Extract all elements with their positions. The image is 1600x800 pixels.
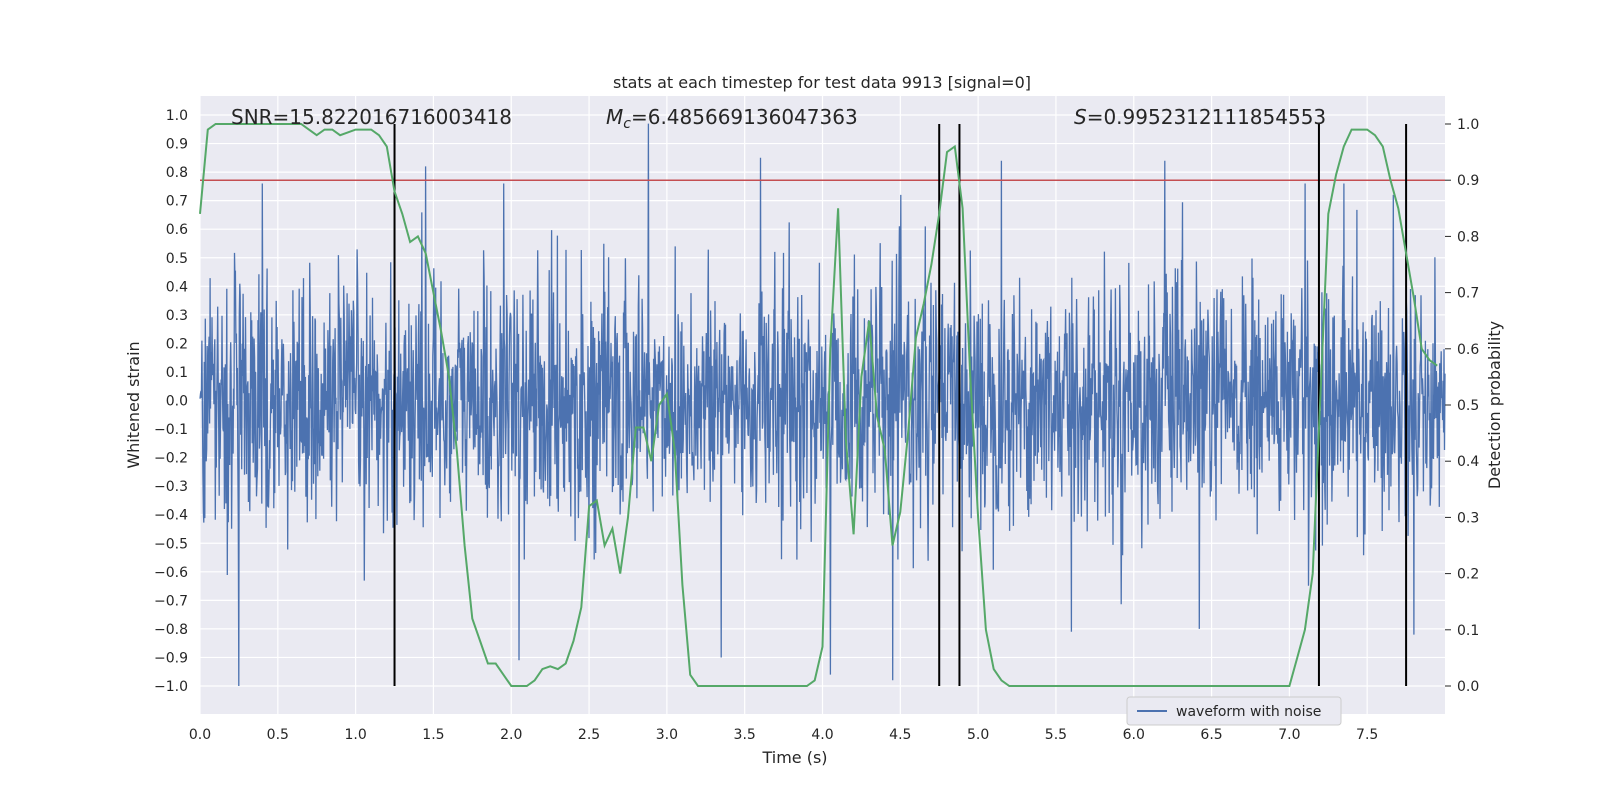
left-y-tick-label: −0.2 [154, 451, 188, 467]
mc-annotation: Mc=6.485669136047363 [606, 105, 858, 132]
x-tick-label: 6.0 [1123, 727, 1145, 743]
left-y-axis-label: Whitened strain [124, 341, 143, 468]
x-tick-label: 1.5 [422, 727, 444, 743]
x-tick-label: 7.5 [1356, 727, 1378, 743]
x-tick-label: 0.5 [267, 727, 289, 743]
left-y-tick-label: 0.6 [166, 222, 188, 238]
s-value: =0.9952312111854553 [1087, 105, 1326, 129]
right-y-axis-ticks: 1.0 0.9 0.8 0.7 0.6 0.5 0.4 0.3 0.2 0.1 0.0 [1445, 117, 1479, 695]
right-y-tick-label: 0.1 [1457, 623, 1479, 639]
right-y-tick-label: 0.2 [1457, 567, 1479, 583]
probability-line [199, 123, 1438, 687]
left-y-axis-ticks: 1.0 0.9 0.8 0.7 0.6 0.5 0.4 0.3 0.2 0.1 0.0 −0.1 −0.… [154, 108, 188, 695]
legend: waveform with noise [1126, 696, 1342, 726]
right-y-tick-label: 0.3 [1457, 510, 1479, 526]
x-tick-label: 4.5 [889, 727, 911, 743]
x-tick-label: 1.0 [344, 727, 366, 743]
chart-title: stats at each timestep for test data 991… [613, 73, 1031, 92]
right-y-tick-label: 0.7 [1457, 286, 1479, 302]
left-y-tick-label: −0.5 [154, 536, 188, 552]
x-axis-ticks: 0.0 0.5 1.0 1.5 2.0 2.5 3.0 3.5 4.0 4.5 5.0 5.5 6.0 6… [189, 727, 1378, 743]
right-y-tick-label: 0.9 [1457, 173, 1479, 189]
right-y-tick-label: 0.4 [1457, 454, 1479, 470]
left-y-tick-label: −0.7 [154, 593, 188, 609]
mc-symbol: M [606, 105, 623, 129]
left-y-tick-label: −0.9 [154, 650, 188, 666]
x-tick-label: 5.5 [1045, 727, 1067, 743]
x-tick-label: 2.5 [578, 727, 600, 743]
probability-series [199, 123, 1438, 687]
left-y-tick-label: −0.4 [154, 508, 188, 524]
legend-entry: waveform with noise [1176, 704, 1321, 720]
s-annotation: S=0.9952312111854553 [1074, 105, 1326, 129]
right-y-tick-label: 0.8 [1457, 229, 1479, 245]
left-y-tick-label: −1.0 [154, 679, 188, 695]
left-y-tick-label: 0.9 [166, 137, 188, 153]
right-y-axis-label: Detection probability [1485, 321, 1504, 489]
left-y-tick-label: 0.3 [166, 308, 188, 324]
left-y-tick-label: −0.1 [154, 422, 188, 438]
left-y-tick-label: 0.4 [166, 279, 188, 295]
waveform-line [199, 123, 1446, 687]
left-y-tick-label: 0.8 [166, 165, 188, 181]
x-tick-label: 6.5 [1200, 727, 1222, 743]
right-y-tick-label: 0.5 [1457, 398, 1479, 414]
left-y-tick-label: 0.1 [166, 365, 188, 381]
x-tick-label: 3.5 [734, 727, 756, 743]
s-symbol: S [1074, 105, 1087, 129]
waveform-series [199, 123, 1446, 687]
x-tick-label: 5.0 [967, 727, 989, 743]
x-tick-label: 4.0 [811, 727, 833, 743]
left-y-tick-label: −0.8 [154, 622, 188, 638]
mc-subscript: c [623, 116, 631, 132]
snr-annotation: SNR=15.822016716003418 [231, 105, 512, 129]
x-axis-label: Time (s) [761, 748, 827, 767]
x-tick-label: 7.0 [1278, 727, 1300, 743]
legend-box [1126, 696, 1342, 726]
left-y-tick-label: 1.0 [166, 108, 188, 124]
left-y-tick-label: 0.5 [166, 251, 188, 267]
left-y-tick-label: −0.6 [154, 565, 188, 581]
mc-value: =6.485669136047363 [631, 105, 858, 129]
x-tick-label: 2.0 [500, 727, 522, 743]
vertical-markers [393, 124, 1408, 686]
right-y-tick-label: 0.6 [1457, 342, 1479, 358]
left-y-tick-label: 0.7 [166, 194, 188, 210]
right-y-tick-label: 0.0 [1457, 679, 1479, 695]
x-tick-label: 3.0 [656, 727, 678, 743]
left-y-tick-label: 0.0 [166, 394, 188, 410]
left-y-tick-label: 0.2 [166, 336, 188, 352]
right-y-tick-label: 1.0 [1457, 117, 1479, 133]
x-tick-label: 0.0 [189, 727, 211, 743]
left-y-tick-label: −0.3 [154, 479, 188, 495]
